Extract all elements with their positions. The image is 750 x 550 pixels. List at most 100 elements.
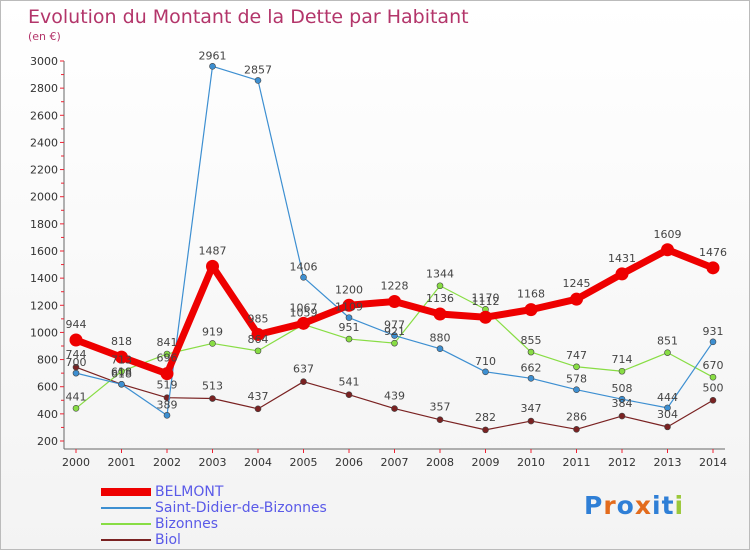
chart-title: Evolution du Montant de la Dette par Hab…	[28, 6, 469, 28]
data-point	[664, 349, 671, 356]
data-label: 578	[566, 373, 587, 386]
y-tick-label: 2800	[30, 82, 58, 95]
data-point	[300, 274, 307, 281]
data-label: 1344	[426, 268, 454, 281]
logo-letter: i	[674, 491, 685, 520]
data-point	[618, 367, 626, 375]
y-tick-label: 600	[37, 381, 58, 394]
logo-letter: t	[661, 491, 675, 520]
y-tick-label: 1400	[30, 272, 58, 285]
data-point	[254, 347, 262, 355]
chart-data-labels: 944 818 696 1487 985 1067 1200 1228 1136 1112 1168…	[66, 49, 728, 424]
data-point	[479, 310, 492, 324]
x-tick-label: 2010	[517, 456, 545, 469]
data-label: 700	[66, 356, 87, 369]
data-point	[615, 267, 629, 281]
chart-series	[69, 62, 720, 434]
data-point	[251, 327, 265, 341]
data-label: 1476	[699, 246, 727, 259]
data-point	[300, 378, 307, 385]
data-label: 1245	[563, 277, 591, 290]
data-label: 1109	[335, 301, 363, 314]
data-point	[524, 303, 538, 317]
chart-unit: (en €)	[28, 30, 61, 43]
data-label: 357	[430, 401, 451, 414]
data-label: 618	[111, 367, 132, 380]
data-point	[709, 338, 717, 346]
data-point	[573, 426, 580, 433]
x-tick-label: 2000	[62, 456, 90, 469]
y-tick-label: 1000	[30, 326, 58, 339]
data-label: 1431	[608, 252, 636, 265]
data-point	[163, 412, 171, 419]
data-point	[342, 298, 356, 312]
legend-label: Saint-Didier-de-Bizonnes	[155, 500, 327, 516]
x-tick-label: 2013	[654, 456, 682, 469]
data-point	[709, 396, 717, 404]
x-tick-label: 2004	[244, 456, 272, 469]
data-label: 977	[384, 319, 405, 332]
data-point	[527, 348, 535, 356]
y-tick-label: 1800	[30, 218, 58, 231]
data-label: 2857	[244, 63, 272, 76]
data-point	[436, 282, 444, 290]
data-label: 714	[612, 353, 633, 366]
x-tick-label: 2006	[335, 456, 363, 469]
data-point	[482, 426, 489, 434]
data-label: 441	[66, 390, 87, 403]
data-point	[118, 380, 125, 388]
data-label: 1136	[426, 292, 454, 305]
data-point	[115, 350, 128, 364]
data-label: 1170	[472, 291, 500, 304]
logo-letter: x	[634, 491, 652, 520]
data-point	[297, 316, 310, 330]
data-label: 851	[657, 335, 678, 348]
y-tick-label: 2000	[30, 191, 58, 204]
data-point	[436, 345, 444, 353]
data-label: 513	[202, 380, 223, 393]
legend-item: Bizonnes	[101, 516, 361, 532]
legend-swatch	[101, 507, 151, 509]
data-point	[661, 243, 674, 257]
data-label: 696	[157, 352, 178, 365]
logo-letter: o	[616, 491, 635, 520]
legend-label: BELMONT	[155, 484, 224, 500]
data-label: 1067	[290, 301, 318, 314]
data-label: 389	[157, 398, 178, 411]
y-tick-label: 2200	[30, 164, 58, 177]
data-label: 541	[339, 376, 360, 389]
data-point	[618, 395, 626, 403]
data-point	[391, 332, 398, 339]
data-label: 437	[248, 390, 269, 403]
data-label: 500	[703, 381, 724, 394]
data-point	[573, 363, 580, 371]
data-label: 1487	[199, 244, 227, 257]
data-label: 931	[703, 325, 724, 338]
logo-letter: r	[603, 491, 617, 520]
data-point	[72, 369, 80, 377]
data-point	[345, 335, 353, 343]
chart-axes: 200 400 600 800 1000 1200 1400 1600 1800 2000 2200…	[30, 55, 727, 469]
data-point	[206, 259, 219, 273]
x-tick-label: 2009	[472, 456, 500, 469]
y-tick-label: 200	[37, 435, 58, 448]
data-label: 710	[475, 355, 496, 368]
legend-swatch	[101, 523, 151, 525]
data-point	[160, 367, 174, 381]
data-label: 713	[111, 353, 132, 366]
y-tick-label: 1600	[30, 245, 58, 258]
data-label: 864	[248, 333, 269, 346]
data-label: 1112	[472, 295, 500, 308]
x-tick-label: 2001	[108, 456, 136, 469]
data-label: 921	[384, 325, 405, 338]
data-point	[69, 333, 83, 347]
data-label: 841	[157, 336, 178, 349]
data-label: 1059	[290, 306, 318, 319]
y-tick-label: 3000	[30, 55, 58, 68]
data-point	[433, 307, 447, 321]
chart-legend: BELMONT Saint-Didier-de-Bizonnes Bizonnes B…	[101, 484, 361, 548]
data-label: 880	[430, 332, 451, 345]
legend-item: Saint-Didier-de-Bizonnes	[101, 500, 361, 516]
data-label: 618	[111, 365, 132, 378]
data-point	[527, 417, 535, 425]
